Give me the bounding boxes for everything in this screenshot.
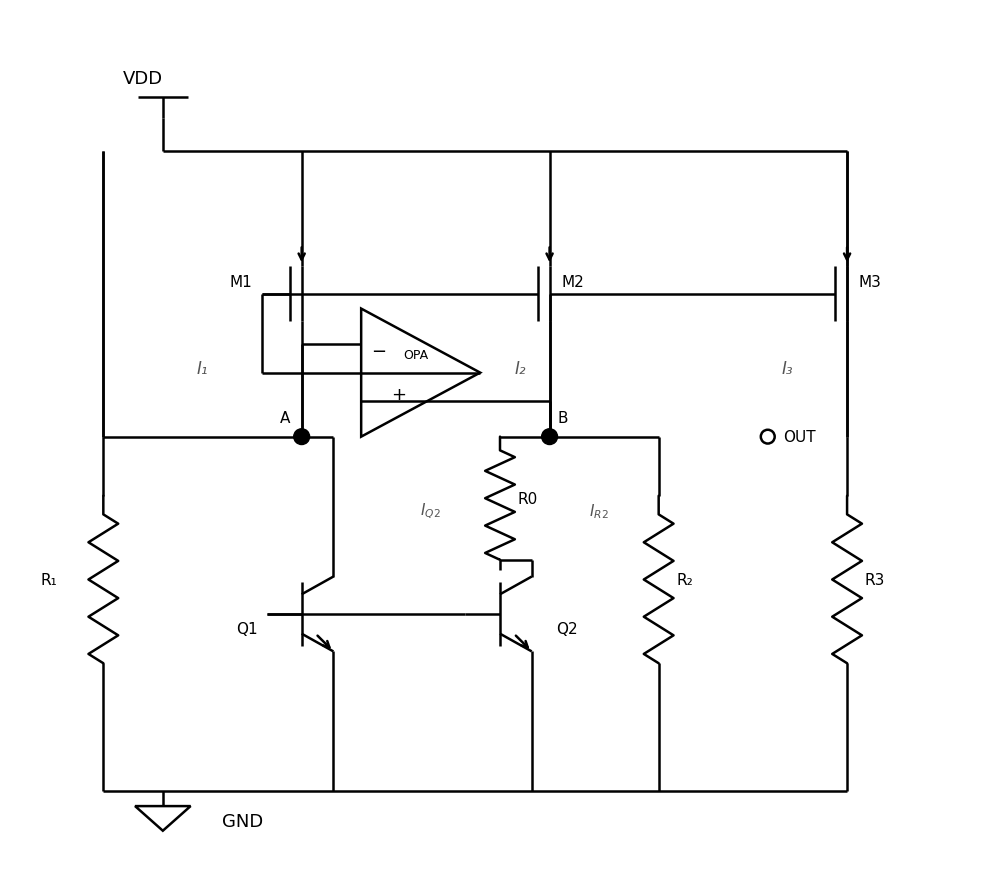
Text: M2: M2 — [561, 275, 584, 291]
Text: GND: GND — [222, 812, 264, 830]
Text: R₁: R₁ — [40, 572, 57, 587]
Text: I$_{Q2}$: I$_{Q2}$ — [420, 502, 441, 520]
Text: A: A — [279, 410, 290, 426]
Circle shape — [294, 429, 310, 445]
Text: OPA: OPA — [403, 349, 428, 362]
Text: OUT: OUT — [783, 430, 815, 444]
Text: Q1: Q1 — [236, 621, 258, 637]
Text: I$_{R2}$: I$_{R2}$ — [589, 502, 609, 520]
Text: Q2: Q2 — [557, 621, 578, 637]
Text: +: + — [391, 386, 406, 404]
Text: R3: R3 — [865, 572, 885, 587]
Text: I₃: I₃ — [782, 359, 793, 377]
Text: I₁: I₁ — [197, 359, 208, 377]
Circle shape — [542, 429, 558, 445]
Text: −: − — [371, 342, 387, 360]
Text: R₂: R₂ — [677, 572, 693, 587]
Text: M1: M1 — [229, 275, 252, 291]
Text: M3: M3 — [859, 275, 882, 291]
Text: R0: R0 — [518, 491, 538, 506]
Text: VDD: VDD — [123, 70, 163, 88]
Text: B: B — [558, 410, 568, 426]
Text: I₂: I₂ — [514, 359, 526, 377]
